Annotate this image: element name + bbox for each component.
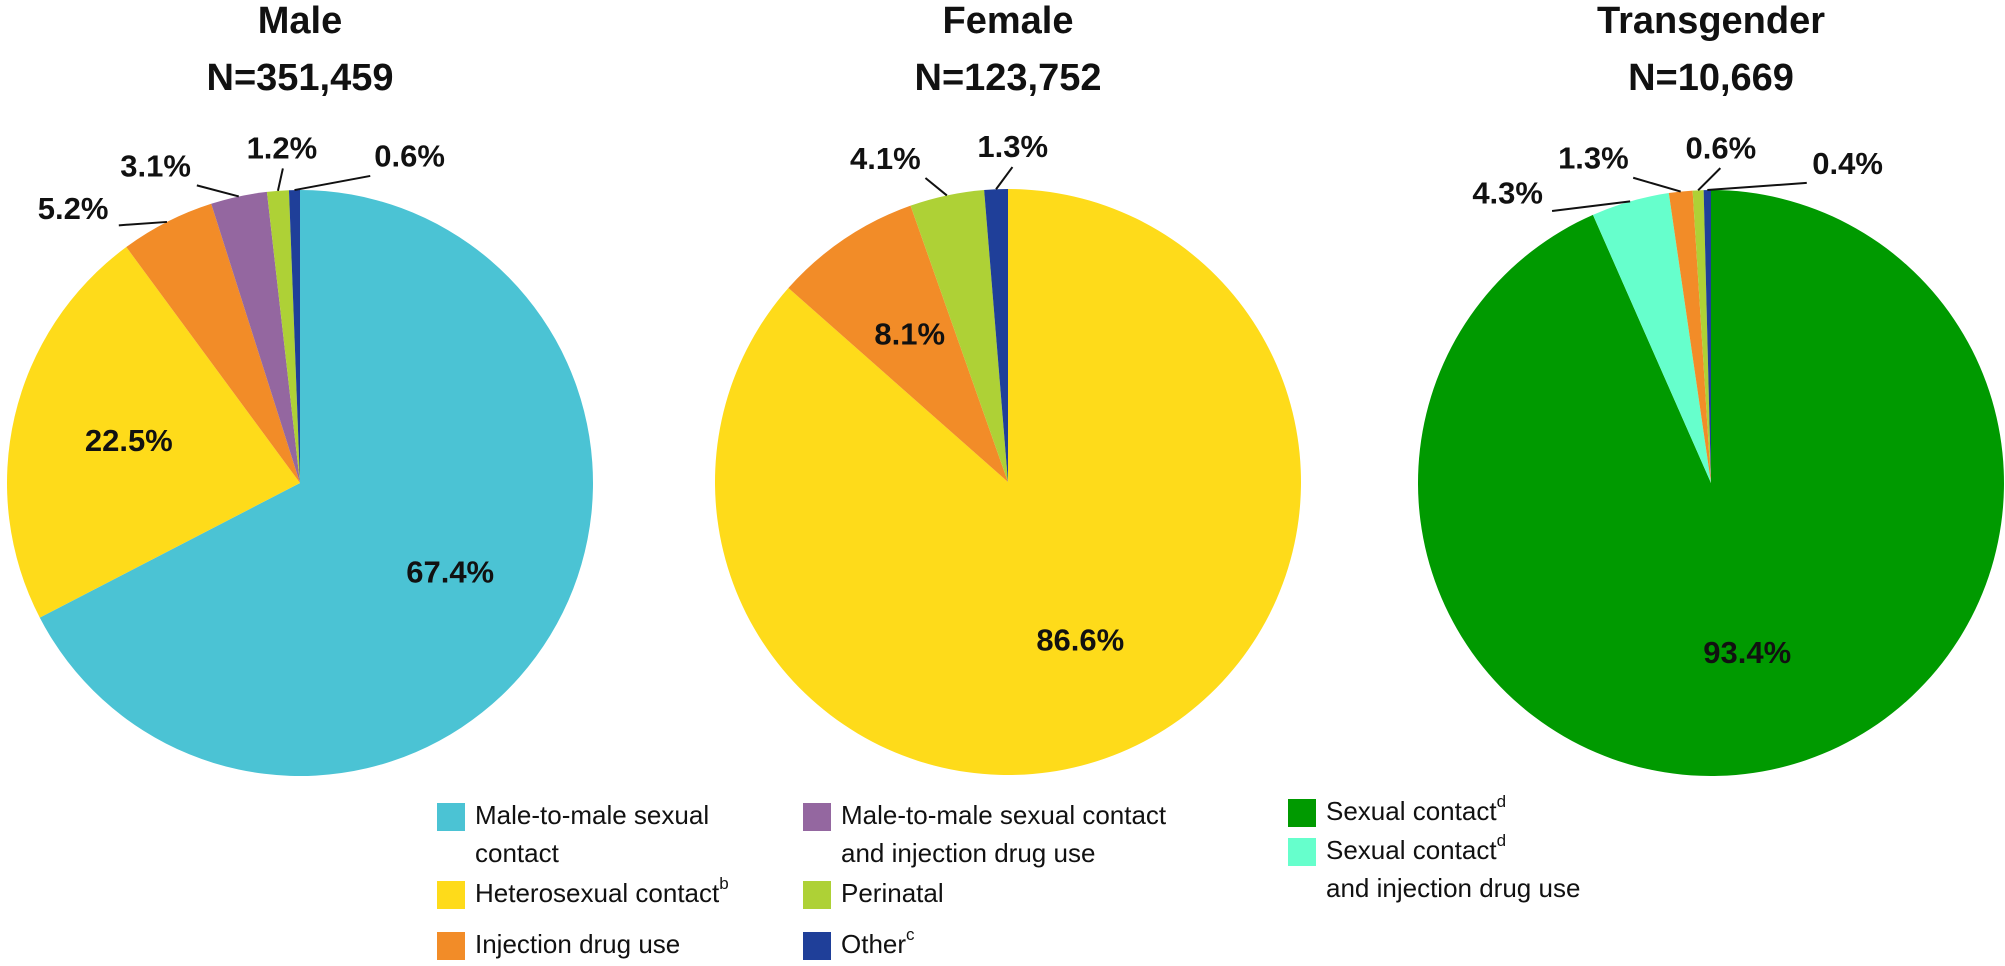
legend-swatch xyxy=(437,932,465,960)
value-label: 67.4% xyxy=(406,555,494,590)
legend-label: Otherc xyxy=(841,925,915,958)
pie-slice xyxy=(211,191,300,483)
legend-text: Heterosexual contact xyxy=(475,878,720,908)
legend-label: contact xyxy=(475,838,560,868)
value-label: 86.6% xyxy=(1036,622,1124,657)
legend-swatch xyxy=(803,803,831,831)
value-label: 93.4% xyxy=(1703,635,1791,670)
value-label: 4.1% xyxy=(850,141,921,176)
leader-line xyxy=(118,220,168,227)
legend-label: and injection drug use xyxy=(841,838,1095,868)
legend-text: Sexual contact xyxy=(1326,796,1497,826)
pie-slice xyxy=(126,203,300,484)
pie-slice xyxy=(910,189,1008,483)
legend-superscript: d xyxy=(1497,831,1506,850)
legend-label: and injection drug use xyxy=(1326,873,1580,903)
value-label: 5.2% xyxy=(38,191,109,226)
pie-slice xyxy=(288,190,300,483)
leader-line xyxy=(294,174,371,192)
legend-swatch xyxy=(437,881,465,909)
legend-text: Male-to-male sexual contact xyxy=(841,800,1167,830)
leader-line xyxy=(1697,167,1722,191)
legend-label: Sexual contactd xyxy=(1326,831,1506,864)
pie-slice xyxy=(715,189,1301,775)
legend-superscript: d xyxy=(1497,792,1506,811)
legend-label: Male-to-male sexual xyxy=(475,800,709,830)
pie-slice xyxy=(1668,190,1711,483)
chart-title: Male xyxy=(258,0,342,42)
pie-slice xyxy=(788,205,1008,483)
legend-label: Sexual contactd xyxy=(1326,792,1506,825)
legend-swatch xyxy=(803,881,831,909)
value-label: 3.1% xyxy=(120,149,191,184)
legend-superscript: c xyxy=(906,925,915,944)
legend-swatch xyxy=(803,932,831,960)
legend-swatch xyxy=(437,803,465,831)
pie-slice xyxy=(39,190,594,776)
chart-subtitle: N=123,752 xyxy=(915,57,1102,99)
value-label: 1.3% xyxy=(977,129,1048,164)
value-label: 4.3% xyxy=(1472,176,1543,211)
value-label: 0.4% xyxy=(1812,146,1883,181)
leader-line xyxy=(1707,181,1807,192)
legend-label: Perinatal xyxy=(841,878,944,908)
legend-swatch xyxy=(1288,799,1316,827)
leader-line xyxy=(196,184,240,198)
legend-label: Male-to-male sexual contact xyxy=(841,800,1167,830)
value-label: 8.1% xyxy=(874,316,945,351)
value-label: 1.3% xyxy=(1558,141,1629,176)
legend-swatch xyxy=(1288,838,1316,866)
leader-line xyxy=(276,168,284,192)
legend-text: and injection drug use xyxy=(1326,873,1580,903)
leader-line xyxy=(995,166,1014,190)
pie-slice xyxy=(6,247,300,618)
value-label: 22.5% xyxy=(85,423,173,458)
pie-slice xyxy=(1417,190,2004,776)
legend-label: Injection drug use xyxy=(475,929,680,959)
legend-text: and injection drug use xyxy=(841,838,1095,868)
legend-text: Other xyxy=(841,929,906,959)
pie-slice xyxy=(266,190,300,483)
pie-slice xyxy=(1592,193,1711,483)
leader-line xyxy=(1632,176,1681,193)
leader-line xyxy=(924,177,948,197)
pie-slice xyxy=(1692,190,1711,483)
chart-title: Transgender xyxy=(1597,0,1825,42)
chart-subtitle: N=10,669 xyxy=(1628,57,1794,99)
value-label: 0.6% xyxy=(1686,130,1757,165)
legend-label: Heterosexual contactb xyxy=(475,874,729,907)
pie-slice xyxy=(1703,190,1711,483)
chart-title: Female xyxy=(943,0,1074,42)
pie-slice xyxy=(984,189,1008,482)
legend-text: Perinatal xyxy=(841,878,944,908)
leader-line xyxy=(1551,200,1631,213)
chart-subtitle: N=351,459 xyxy=(207,57,394,99)
value-label: 0.6% xyxy=(374,139,445,174)
legend-superscript: b xyxy=(719,874,728,893)
legend-text: Sexual contact xyxy=(1326,835,1497,865)
legend-text: Male-to-male sexual xyxy=(475,800,709,830)
legend-text: contact xyxy=(475,838,560,868)
value-label: 1.2% xyxy=(247,131,318,166)
legend-text: Injection drug use xyxy=(475,929,680,959)
